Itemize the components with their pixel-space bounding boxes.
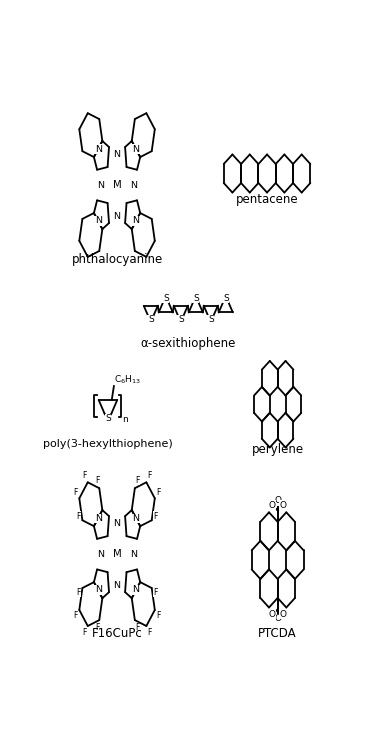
- Text: N: N: [95, 145, 102, 154]
- Text: F: F: [154, 512, 158, 521]
- Text: O: O: [269, 501, 276, 510]
- Text: α-sexithiophene: α-sexithiophene: [141, 337, 236, 350]
- Text: N: N: [113, 150, 120, 159]
- Text: O: O: [274, 497, 281, 506]
- Text: M: M: [113, 549, 122, 560]
- Text: N: N: [113, 211, 120, 220]
- Text: phthalocyanine: phthalocyanine: [72, 252, 163, 265]
- Text: perylene: perylene: [251, 443, 304, 456]
- Text: F: F: [154, 587, 158, 596]
- Text: S: S: [208, 315, 213, 324]
- Text: F: F: [83, 471, 87, 480]
- Text: N: N: [132, 145, 139, 154]
- Text: N: N: [132, 585, 139, 594]
- Text: F: F: [74, 488, 78, 497]
- Text: F: F: [156, 488, 161, 497]
- Text: n: n: [122, 415, 128, 424]
- Text: M: M: [113, 180, 122, 190]
- Text: F: F: [156, 611, 161, 620]
- Text: C$_6$H$_{13}$: C$_6$H$_{13}$: [114, 374, 141, 386]
- Text: S: S: [148, 315, 154, 324]
- Text: S: S: [163, 294, 169, 303]
- Text: N: N: [95, 585, 102, 594]
- Text: O: O: [279, 501, 286, 510]
- Text: F: F: [95, 476, 99, 485]
- Text: F: F: [74, 611, 78, 620]
- Text: F: F: [83, 628, 87, 637]
- Text: O: O: [279, 610, 286, 619]
- Text: N: N: [130, 181, 137, 189]
- Text: N: N: [97, 181, 104, 189]
- Text: F: F: [147, 471, 151, 480]
- Text: pentacene: pentacene: [236, 192, 298, 205]
- Text: poly(3-hexylthiophene): poly(3-hexylthiophene): [43, 439, 173, 449]
- Text: N: N: [95, 514, 102, 523]
- Text: F: F: [147, 628, 151, 637]
- Text: N: N: [97, 550, 104, 559]
- Text: N: N: [130, 550, 137, 559]
- Text: F: F: [76, 512, 81, 521]
- Text: F: F: [135, 623, 139, 632]
- Text: S: S: [223, 294, 229, 303]
- Text: F: F: [95, 623, 99, 632]
- Text: N: N: [132, 514, 139, 523]
- Text: N: N: [95, 216, 102, 225]
- Text: S: S: [178, 315, 184, 324]
- Text: O: O: [269, 610, 276, 619]
- Text: O: O: [274, 614, 281, 623]
- Text: S: S: [105, 414, 111, 423]
- Text: N: N: [113, 580, 120, 589]
- Text: PTCDA: PTCDA: [258, 628, 297, 640]
- Text: F16CuPc: F16CuPc: [91, 628, 142, 640]
- Text: S: S: [193, 294, 199, 303]
- Text: N: N: [113, 518, 120, 527]
- Text: F: F: [76, 587, 81, 596]
- Text: N: N: [132, 216, 139, 225]
- Text: F: F: [135, 476, 139, 485]
